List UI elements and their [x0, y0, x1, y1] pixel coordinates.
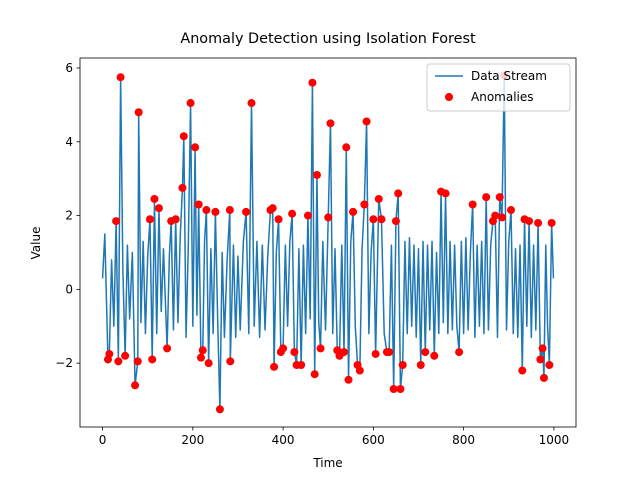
anomaly-point — [288, 209, 297, 218]
anomaly-point — [310, 370, 319, 379]
legend-label: Data Stream — [471, 69, 547, 83]
anomaly-point — [196, 353, 205, 362]
anomaly-point — [518, 366, 527, 375]
x-tick-label: 400 — [272, 433, 295, 447]
anomaly-point — [538, 344, 547, 353]
anomaly-point — [374, 194, 383, 203]
anomaly-point — [369, 215, 378, 224]
anomaly-point — [268, 204, 277, 213]
anomaly-point — [340, 348, 349, 357]
anomaly-point — [507, 206, 516, 215]
y-tick-label: 2 — [65, 209, 73, 223]
anomaly-point — [114, 357, 123, 366]
y-tick-label: 0 — [65, 282, 73, 296]
anomaly-point — [497, 213, 506, 222]
anomaly-point — [377, 215, 386, 224]
anomaly-point — [171, 215, 180, 224]
x-tick-label: 1000 — [539, 433, 570, 447]
anomaly-point — [525, 217, 534, 226]
y-tick-label: 4 — [65, 135, 73, 149]
anomaly-point — [133, 357, 142, 366]
anomaly-point — [547, 218, 556, 227]
anomaly-point — [211, 207, 220, 216]
anomaly-point — [430, 351, 439, 360]
anomaly-point — [303, 211, 312, 220]
anomaly-point — [121, 351, 130, 360]
anomaly-point — [495, 193, 504, 202]
anomaly-point — [279, 344, 288, 353]
anomaly-point — [394, 189, 403, 198]
x-axis-label: Time — [312, 456, 342, 470]
anomaly-point — [145, 215, 154, 224]
anomaly-point — [202, 206, 211, 215]
anomaly-point — [360, 200, 369, 209]
y-axis-label: Value — [29, 227, 43, 260]
anomaly-point — [186, 99, 195, 108]
anomaly-point — [441, 189, 450, 198]
anomaly-point — [131, 381, 140, 390]
x-tick-label: 0 — [99, 433, 107, 447]
y-tick-label: −2 — [55, 356, 73, 370]
legend-label: Anomalies — [471, 90, 534, 104]
anomaly-point — [242, 207, 251, 216]
legend-marker — [445, 93, 453, 101]
anomaly-point — [270, 362, 279, 371]
anomaly-point — [396, 384, 405, 393]
anomaly-point — [198, 346, 207, 355]
anomaly-point — [371, 349, 380, 358]
x-tick-label: 800 — [452, 433, 475, 447]
anomaly-point — [355, 366, 364, 375]
anomaly-point — [297, 361, 306, 370]
anomaly-point — [308, 78, 317, 87]
anomaly-point — [105, 349, 114, 358]
y-tick-label: 6 — [65, 61, 73, 75]
anomaly-point — [482, 193, 491, 202]
anomaly-point — [362, 117, 371, 126]
anomaly-point — [398, 361, 407, 370]
anomaly-point — [112, 217, 121, 226]
chart-title: Anomaly Detection using Isolation Forest — [180, 31, 476, 47]
anomaly-point — [191, 143, 200, 152]
anomaly-point — [179, 132, 188, 141]
anomaly-point — [274, 215, 283, 224]
anomaly-point — [421, 348, 430, 357]
anomaly-point — [349, 207, 358, 216]
anomaly-point — [539, 373, 548, 382]
anomaly-point — [148, 355, 157, 364]
anomaly-point — [247, 99, 256, 108]
anomaly-point — [194, 200, 203, 209]
anomaly-point — [342, 143, 351, 152]
plot-frame — [79, 57, 577, 428]
anomaly-point — [154, 204, 163, 213]
anomaly-point — [116, 73, 125, 82]
anomaly-point — [178, 183, 187, 192]
anomaly-point — [163, 344, 172, 353]
anomaly-point — [150, 194, 159, 203]
anomaly-point — [226, 357, 235, 366]
anomaly-point — [391, 217, 400, 226]
anomaly-point — [134, 108, 143, 117]
anomaly-point — [545, 361, 554, 370]
anomaly-point — [389, 384, 398, 393]
anomaly-point — [215, 405, 224, 414]
anomaly-point — [324, 213, 333, 222]
anomaly-point — [455, 348, 464, 357]
x-tick-label: 600 — [362, 433, 385, 447]
anomaly-point — [344, 375, 353, 384]
anomaly-point — [204, 359, 213, 368]
anomaly-point — [536, 355, 545, 364]
anomaly-point — [468, 200, 477, 209]
anomaly-point — [312, 170, 321, 179]
anomaly-point — [225, 206, 234, 215]
anomaly-point — [491, 211, 500, 220]
x-tick-label: 200 — [181, 433, 204, 447]
anomaly-point — [316, 344, 325, 353]
anomaly-point — [534, 218, 543, 227]
anomaly-point — [385, 348, 394, 357]
anomaly-point — [326, 119, 335, 128]
anomaly-point — [416, 361, 425, 370]
anomaly-point — [290, 348, 299, 357]
